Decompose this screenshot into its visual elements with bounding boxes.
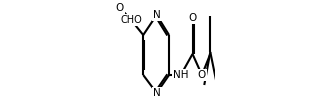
Text: CHO: CHO	[120, 15, 142, 25]
Text: O: O	[188, 13, 197, 23]
Text: N: N	[153, 10, 160, 20]
Text: N: N	[153, 88, 160, 98]
Text: NH: NH	[173, 70, 189, 80]
Text: O: O	[116, 3, 124, 13]
Text: O: O	[198, 70, 206, 80]
